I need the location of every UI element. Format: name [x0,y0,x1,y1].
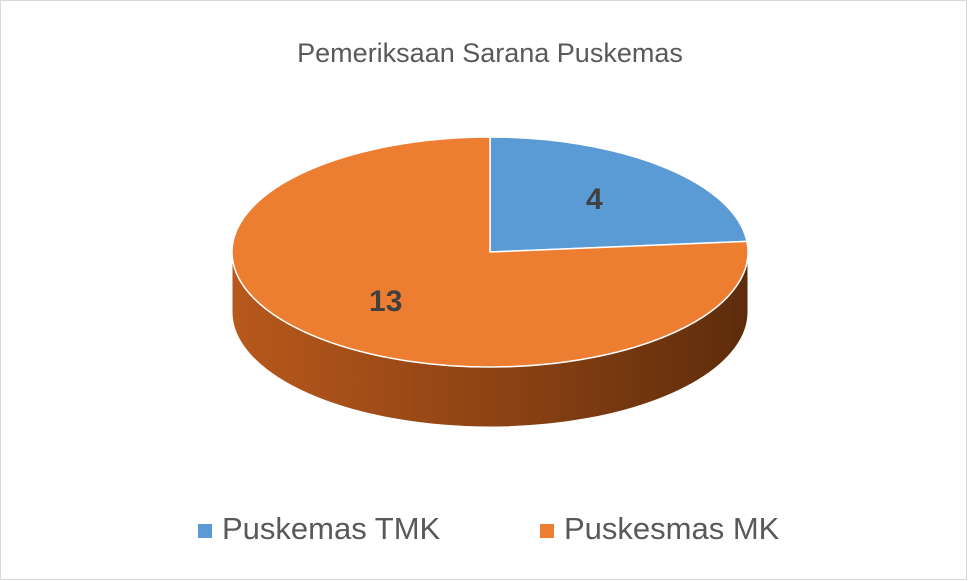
legend-label: Puskesmas MK [564,511,780,546]
chart-title: Pemeriksaan Sarana Puskemas [297,38,683,68]
data-label: 13 [369,285,402,318]
legend-swatch [540,524,554,538]
pie-slice [231,136,749,368]
data-label: 4 [586,183,603,216]
legend-label: Puskemas TMK [222,511,441,546]
legend-swatch [198,524,212,538]
pie-slice [489,136,748,253]
